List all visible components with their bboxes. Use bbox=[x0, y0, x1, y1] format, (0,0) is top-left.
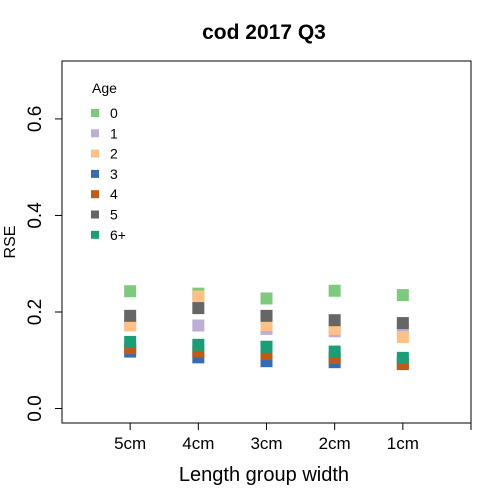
point-age-0 bbox=[328, 284, 341, 297]
y-axis-title: RSE bbox=[2, 226, 19, 259]
point-age-6plus bbox=[260, 340, 273, 353]
legend-swatch bbox=[91, 230, 99, 239]
y-axis: 0.0 0.2 0.4 0.6 bbox=[25, 106, 62, 422]
point-age-5 bbox=[396, 317, 409, 330]
point-age-2 bbox=[124, 319, 137, 332]
point-age-5 bbox=[124, 309, 137, 322]
x-axis: 5cm 4cm 3cm 2cm 1cm bbox=[114, 423, 472, 453]
point-age-5 bbox=[328, 314, 341, 327]
legend: Age 0 1 2 3 4 5 6+ bbox=[91, 80, 126, 243]
legend-label: 1 bbox=[110, 125, 118, 141]
point-age-0 bbox=[396, 289, 409, 302]
legend-label: 6+ bbox=[110, 227, 126, 243]
point-age-0 bbox=[260, 292, 273, 305]
legend-swatch bbox=[91, 129, 99, 138]
data-points bbox=[124, 284, 409, 371]
point-age-0 bbox=[124, 285, 137, 298]
point-age-6plus bbox=[396, 351, 409, 364]
y-tick-label: 0.4 bbox=[25, 202, 46, 229]
legend-title: Age bbox=[92, 80, 117, 96]
point-age-4 bbox=[124, 342, 137, 355]
x-tick-label: 1cm bbox=[387, 434, 419, 453]
point-age-6plus bbox=[124, 335, 137, 348]
y-tick-label: 0.2 bbox=[25, 299, 46, 325]
y-tick-label: 0.0 bbox=[25, 395, 46, 421]
legend-swatch bbox=[91, 169, 99, 178]
x-axis-title: Length group width bbox=[179, 464, 349, 486]
point-age-2 bbox=[260, 319, 273, 332]
legend-label: 0 bbox=[110, 105, 118, 121]
x-tick-label: 3cm bbox=[250, 434, 282, 453]
x-tick-label: 5cm bbox=[114, 434, 146, 453]
legend-label: 5 bbox=[110, 207, 118, 223]
point-age-6plus bbox=[192, 338, 205, 351]
legend-swatch bbox=[91, 210, 99, 219]
point-age-6plus bbox=[328, 345, 341, 358]
point-age-5 bbox=[192, 302, 205, 315]
point-age-5 bbox=[260, 309, 273, 322]
legend-swatch bbox=[91, 149, 99, 158]
legend-swatch bbox=[91, 190, 99, 199]
legend-label: 2 bbox=[110, 146, 118, 162]
chart-title: cod 2017 Q3 bbox=[202, 21, 326, 44]
point-age-1 bbox=[192, 319, 205, 332]
y-tick-label: 0.6 bbox=[25, 106, 46, 132]
point-age-2 bbox=[192, 290, 205, 303]
legend-label: 3 bbox=[110, 166, 118, 182]
x-tick-label: 4cm bbox=[182, 434, 214, 453]
legend-label: 4 bbox=[110, 186, 118, 202]
legend-swatch bbox=[91, 109, 99, 117]
x-tick-label: 2cm bbox=[319, 434, 351, 453]
point-age-2 bbox=[396, 331, 409, 344]
